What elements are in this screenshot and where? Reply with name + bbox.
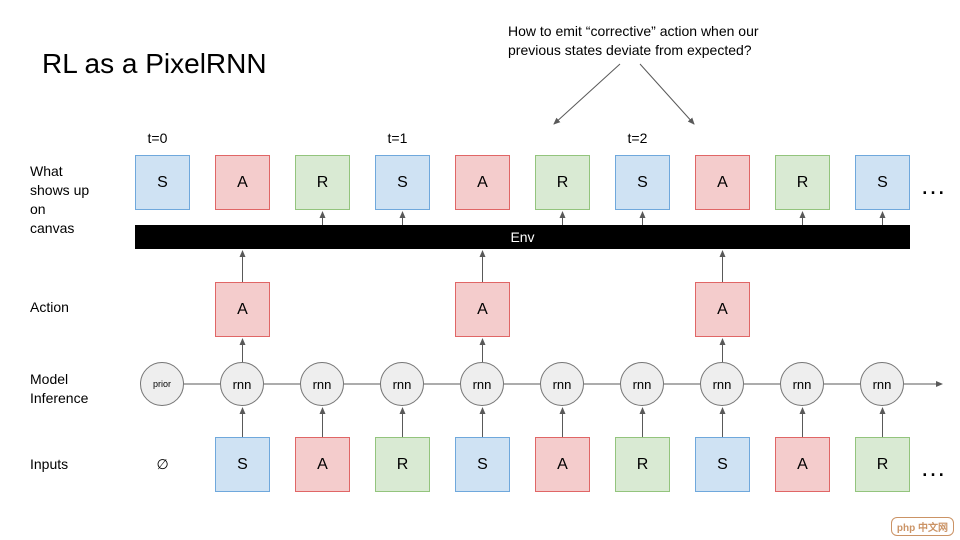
page-title: RL as a PixelRNN <box>42 48 267 80</box>
model-prior: prior <box>140 362 184 406</box>
row-label-canvas: Whatshows uponcanvas <box>30 162 120 238</box>
empty-set-icon: ∅ <box>157 456 169 473</box>
model-rnn: rnn <box>860 362 904 406</box>
model-rnn: rnn <box>700 362 744 406</box>
watermark: php 中文网 <box>891 517 954 536</box>
cell-s: S <box>215 437 270 492</box>
cell-s: S <box>855 155 910 210</box>
cell-r: R <box>295 155 350 210</box>
model-rnn: rnn <box>220 362 264 406</box>
cell-s: S <box>695 437 750 492</box>
time-tick: t=1 <box>388 130 408 146</box>
cell-r: R <box>855 437 910 492</box>
model-rnn: rnn <box>620 362 664 406</box>
model-rnn: rnn <box>460 362 504 406</box>
cell-s: S <box>375 155 430 210</box>
ellipsis: … <box>920 452 951 483</box>
cell-a: A <box>775 437 830 492</box>
annotation-text: How to emit “corrective” action when our… <box>508 22 759 60</box>
model-rnn: rnn <box>540 362 584 406</box>
cell-r: R <box>375 437 430 492</box>
model-rnn: rnn <box>300 362 344 406</box>
row-label-action: Action <box>30 298 120 317</box>
cell-a: A <box>215 155 270 210</box>
cell-a: A <box>215 282 270 337</box>
cell-s: S <box>135 155 190 210</box>
cell-a: A <box>295 437 350 492</box>
annotation-line1: How to emit “corrective” action when our <box>508 23 759 39</box>
cell-s: S <box>615 155 670 210</box>
cell-a: A <box>455 282 510 337</box>
cell-a: A <box>695 282 750 337</box>
time-tick: t=0 <box>148 130 168 146</box>
row-label-model: ModelInference <box>30 370 120 408</box>
cell-a: A <box>535 437 590 492</box>
cell-s: S <box>455 437 510 492</box>
cell-r: R <box>535 155 590 210</box>
cell-r: R <box>775 155 830 210</box>
ellipsis: … <box>920 170 951 201</box>
row-label-inputs: Inputs <box>30 455 120 474</box>
annotation-line2: previous states deviate from expected? <box>508 42 752 58</box>
time-tick: t=2 <box>628 130 648 146</box>
cell-a: A <box>695 155 750 210</box>
model-rnn: rnn <box>380 362 424 406</box>
env-bar: Env <box>135 225 910 249</box>
cell-r: R <box>615 437 670 492</box>
model-rnn: rnn <box>780 362 824 406</box>
cell-a: A <box>455 155 510 210</box>
